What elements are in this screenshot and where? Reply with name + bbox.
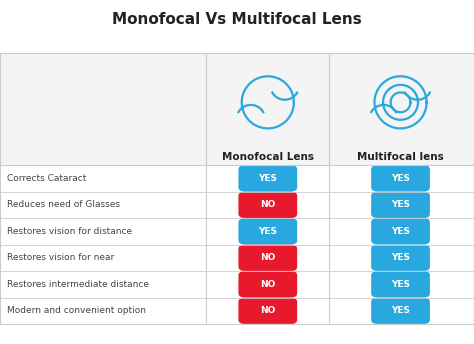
FancyBboxPatch shape <box>371 271 430 297</box>
Text: NO: NO <box>260 253 275 262</box>
FancyBboxPatch shape <box>238 218 297 244</box>
Text: YES: YES <box>391 253 410 262</box>
Text: Corrects Cataract: Corrects Cataract <box>7 174 86 183</box>
FancyBboxPatch shape <box>371 192 430 218</box>
Text: Multifocal lens: Multifocal lens <box>357 151 444 162</box>
FancyBboxPatch shape <box>238 165 297 191</box>
Text: Modern and convenient option: Modern and convenient option <box>7 306 146 315</box>
FancyBboxPatch shape <box>371 245 430 271</box>
FancyBboxPatch shape <box>371 218 430 244</box>
Text: YES: YES <box>391 200 410 209</box>
Text: YES: YES <box>391 306 410 315</box>
Text: Restores vision for near: Restores vision for near <box>7 253 114 262</box>
FancyBboxPatch shape <box>238 271 297 297</box>
Text: NO: NO <box>260 306 275 315</box>
Bar <box>0 53 474 324</box>
FancyBboxPatch shape <box>238 298 297 324</box>
Text: YES: YES <box>391 174 410 183</box>
FancyBboxPatch shape <box>371 165 430 191</box>
Text: YES: YES <box>391 280 410 289</box>
Text: NO: NO <box>260 200 275 209</box>
Text: Reduces need of Glasses: Reduces need of Glasses <box>7 200 120 209</box>
Text: YES: YES <box>258 227 277 236</box>
FancyBboxPatch shape <box>238 192 297 218</box>
Text: Restores vision for distance: Restores vision for distance <box>7 227 132 236</box>
Text: YES: YES <box>258 174 277 183</box>
Text: YES: YES <box>391 227 410 236</box>
FancyBboxPatch shape <box>371 298 430 324</box>
Text: Restores intermediate distance: Restores intermediate distance <box>7 280 149 289</box>
Text: NO: NO <box>260 280 275 289</box>
FancyBboxPatch shape <box>0 53 474 165</box>
Text: Monofocal Vs Multifocal Lens: Monofocal Vs Multifocal Lens <box>112 12 362 27</box>
Text: Monofocal Lens: Monofocal Lens <box>222 151 314 162</box>
FancyBboxPatch shape <box>238 245 297 271</box>
